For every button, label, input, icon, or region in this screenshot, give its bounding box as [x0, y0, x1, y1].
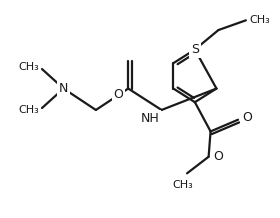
Text: CH₃: CH₃	[18, 62, 39, 72]
Text: NH: NH	[141, 112, 160, 125]
Text: O: O	[242, 111, 252, 124]
Text: O: O	[214, 150, 223, 163]
Text: S: S	[191, 43, 199, 56]
Text: CH₃: CH₃	[18, 105, 39, 115]
Text: CH₃: CH₃	[173, 180, 193, 190]
Text: CH₃: CH₃	[250, 15, 270, 25]
Text: O: O	[113, 88, 123, 101]
Text: N: N	[59, 82, 68, 95]
